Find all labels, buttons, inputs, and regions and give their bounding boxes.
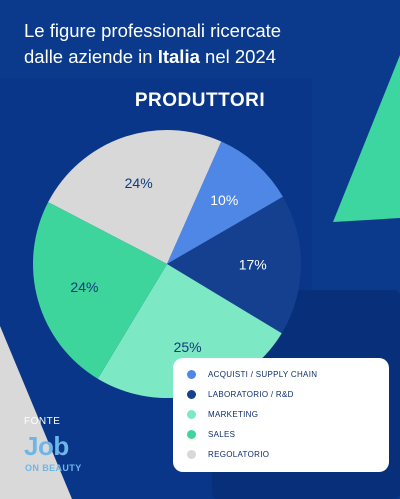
legend-item-regolatorio: REGOLATORIO — [187, 447, 269, 461]
legend-label: LABORATORIO / R&D — [208, 389, 294, 399]
legend-swatch — [187, 429, 196, 439]
green-triangle — [333, 55, 400, 222]
legend-label: MARKETING — [208, 409, 259, 419]
gray-triangle — [0, 326, 72, 499]
pie-label-marketing: 25% — [174, 339, 202, 355]
pie-slice-laboratorio-r-d — [167, 196, 302, 334]
pie-slice-sales — [32, 202, 167, 379]
legend-item-marketing: MARKETING — [187, 407, 258, 421]
legend-label: REGOLATORIO — [208, 449, 270, 459]
chart-subtitle: PRODUTTORI — [134, 90, 266, 111]
pie-label-laboratorio-r-d: 17% — [239, 257, 267, 273]
page-title: Le figure professionali ricercate dalle … — [24, 18, 384, 70]
title-country: Italia — [157, 46, 200, 67]
pie-label-acquisti-supply-chain: 10% — [210, 192, 238, 208]
legend-item-laboratorio-r-d: LABORATORIO / R&D — [187, 387, 294, 401]
title-year: nel 2024 — [199, 46, 277, 67]
title-text: dalle aziende in — [24, 46, 158, 67]
source-label: FONTE — [24, 416, 61, 427]
legend-swatch — [187, 389, 196, 399]
pie-label-regolatorio: 24% — [125, 175, 153, 191]
pie-slice-acquisti-supply-chain — [167, 141, 283, 264]
legend-item-sales: SALES — [187, 427, 235, 441]
legend-label: SALES — [208, 429, 236, 439]
legend-item-acquisti-supply-chain: ACQUISTI / SUPPLY CHAIN — [187, 367, 317, 381]
logo-main-text: Job — [24, 431, 69, 461]
pie-slice-regolatorio — [48, 130, 222, 264]
pie-label-sales: 24% — [70, 279, 98, 295]
legend-swatch — [187, 409, 196, 419]
legend-swatch — [187, 449, 196, 459]
legend-swatch — [187, 369, 196, 379]
title-line-1: Le figure professionali ricercate — [24, 20, 282, 41]
chart-legend: ACQUISTI / SUPPLY CHAIN LABORATORIO / R&D… — [173, 358, 389, 472]
logo-sub-text: ON BEAUTY — [25, 463, 82, 473]
legend-label: ACQUISTI / SUPPLY CHAIN — [208, 369, 318, 379]
job-on-beauty-logo: Job ON BEAUTY — [24, 432, 84, 478]
title-line-2: dalle aziende in Italia nel 2024 — [24, 44, 384, 70]
